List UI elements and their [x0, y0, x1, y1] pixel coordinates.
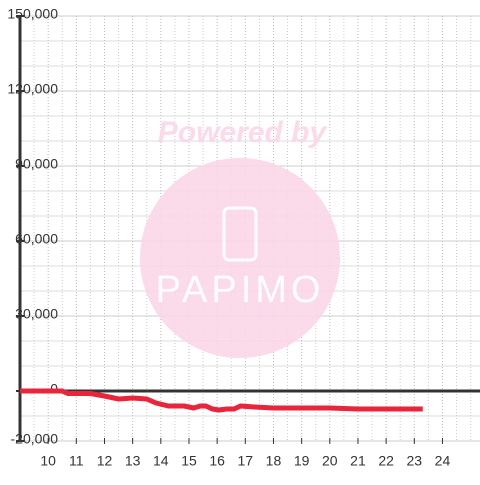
x-tick-label: 23 [407, 453, 423, 469]
plot: -20,000030,00060,00090,000120,000150,000… [7, 6, 480, 469]
x-tick-label: 12 [97, 453, 113, 469]
x-tick-label: 21 [350, 453, 366, 469]
watermark-circle [140, 158, 340, 358]
x-tick-label: 14 [153, 453, 169, 469]
watermark-brand: PAPIMO [156, 269, 325, 311]
y-tick-label: 30,000 [15, 306, 58, 322]
x-tick-label: 17 [238, 453, 254, 469]
y-tick-label: 120,000 [7, 81, 58, 97]
x-tick-label: 15 [181, 453, 197, 469]
data-line [20, 388, 423, 413]
phone-icon [222, 206, 258, 262]
x-tick-label: 16 [209, 453, 225, 469]
x-tick-label: 19 [294, 453, 310, 469]
watermark-top: Powered by [158, 116, 328, 149]
x-tick-label: 20 [322, 453, 338, 469]
x-tick-label: 10 [40, 453, 56, 469]
x-tick-label: 18 [266, 453, 282, 469]
y-tick-label: -20,000 [11, 431, 59, 447]
x-tick-label: 24 [435, 453, 451, 469]
x-tick-label: 11 [69, 453, 84, 469]
x-tick-label: 22 [378, 453, 394, 469]
watermark: Powered by PAPIMO [140, 116, 340, 358]
y-tick-label: 60,000 [15, 231, 58, 247]
x-tick-label: 13 [125, 453, 141, 469]
grid [20, 15, 480, 442]
y-tick-label: 150,000 [7, 6, 58, 22]
y-tick-label: 90,000 [15, 156, 58, 172]
